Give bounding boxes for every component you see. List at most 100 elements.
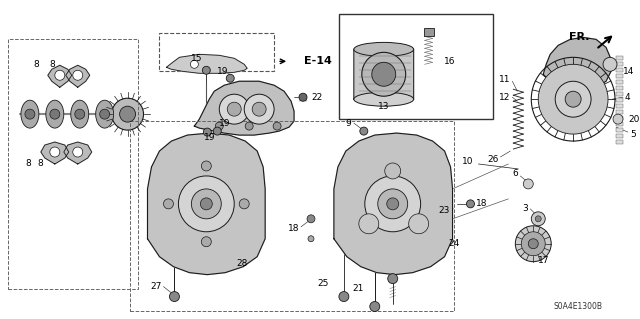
Circle shape bbox=[120, 106, 136, 122]
Circle shape bbox=[339, 292, 349, 301]
Text: 10: 10 bbox=[462, 158, 474, 167]
Circle shape bbox=[244, 94, 274, 124]
Polygon shape bbox=[195, 81, 294, 135]
Text: 28: 28 bbox=[237, 259, 248, 268]
Circle shape bbox=[531, 212, 545, 226]
Circle shape bbox=[75, 109, 84, 119]
Circle shape bbox=[202, 161, 211, 171]
Text: 8: 8 bbox=[25, 160, 31, 168]
Circle shape bbox=[603, 57, 617, 71]
Text: 23: 23 bbox=[438, 206, 450, 215]
Circle shape bbox=[467, 200, 474, 208]
Circle shape bbox=[191, 189, 221, 219]
Circle shape bbox=[245, 122, 253, 130]
Text: 4: 4 bbox=[625, 93, 630, 102]
Text: 25: 25 bbox=[317, 279, 329, 288]
Circle shape bbox=[252, 102, 266, 116]
Text: 3: 3 bbox=[522, 204, 528, 213]
Polygon shape bbox=[66, 65, 90, 87]
Circle shape bbox=[179, 176, 234, 232]
Circle shape bbox=[100, 109, 109, 119]
Bar bbox=[129, 121, 454, 310]
Circle shape bbox=[190, 60, 198, 68]
Circle shape bbox=[73, 147, 83, 157]
Text: 19: 19 bbox=[218, 67, 228, 76]
Circle shape bbox=[388, 274, 397, 284]
Text: 21: 21 bbox=[353, 284, 364, 293]
Ellipse shape bbox=[96, 100, 114, 128]
Text: 12: 12 bbox=[499, 93, 510, 102]
Polygon shape bbox=[48, 65, 72, 87]
Circle shape bbox=[370, 301, 380, 312]
Ellipse shape bbox=[354, 92, 413, 106]
Bar bbox=[616, 80, 623, 84]
Bar bbox=[616, 62, 623, 66]
Ellipse shape bbox=[354, 42, 413, 56]
Circle shape bbox=[538, 64, 608, 134]
Circle shape bbox=[239, 199, 249, 209]
Circle shape bbox=[220, 94, 249, 124]
Circle shape bbox=[227, 102, 241, 116]
Bar bbox=[339, 14, 493, 119]
Text: 24: 24 bbox=[449, 239, 460, 248]
Circle shape bbox=[360, 127, 368, 135]
Text: 8: 8 bbox=[33, 60, 39, 69]
Bar bbox=[616, 92, 623, 96]
Circle shape bbox=[522, 232, 545, 256]
Polygon shape bbox=[354, 44, 413, 104]
Circle shape bbox=[409, 214, 429, 234]
Circle shape bbox=[200, 198, 212, 210]
Text: 6: 6 bbox=[513, 169, 518, 178]
Bar bbox=[616, 116, 623, 120]
Bar bbox=[616, 128, 623, 132]
Circle shape bbox=[308, 236, 314, 242]
Bar bbox=[159, 33, 274, 71]
Circle shape bbox=[213, 127, 221, 135]
Circle shape bbox=[387, 198, 399, 210]
Circle shape bbox=[227, 74, 234, 82]
Circle shape bbox=[372, 62, 396, 86]
Text: 16: 16 bbox=[444, 57, 455, 66]
Bar bbox=[616, 56, 623, 60]
Text: 20: 20 bbox=[628, 115, 639, 124]
Circle shape bbox=[535, 216, 541, 222]
Ellipse shape bbox=[71, 100, 89, 128]
Circle shape bbox=[365, 176, 420, 232]
Circle shape bbox=[55, 70, 65, 80]
Text: 22: 22 bbox=[311, 93, 322, 102]
Circle shape bbox=[50, 147, 60, 157]
Circle shape bbox=[362, 52, 406, 96]
Circle shape bbox=[204, 128, 211, 136]
Text: 9: 9 bbox=[345, 119, 351, 128]
Text: 8: 8 bbox=[37, 160, 43, 168]
Polygon shape bbox=[334, 133, 452, 275]
Circle shape bbox=[163, 199, 173, 209]
Bar bbox=[616, 122, 623, 126]
Text: 11: 11 bbox=[499, 75, 510, 84]
Text: 18: 18 bbox=[287, 224, 299, 233]
Text: 17: 17 bbox=[538, 256, 550, 265]
Text: FR.: FR. bbox=[568, 33, 589, 42]
Ellipse shape bbox=[21, 100, 39, 128]
Text: 15: 15 bbox=[191, 54, 203, 63]
Circle shape bbox=[73, 70, 83, 80]
Circle shape bbox=[515, 226, 551, 262]
Bar bbox=[616, 68, 623, 72]
Circle shape bbox=[25, 109, 35, 119]
Circle shape bbox=[299, 93, 307, 101]
Polygon shape bbox=[41, 142, 68, 164]
Text: 19: 19 bbox=[204, 133, 216, 142]
Bar bbox=[616, 110, 623, 114]
Circle shape bbox=[202, 237, 211, 247]
Circle shape bbox=[385, 163, 401, 179]
Circle shape bbox=[170, 292, 179, 301]
Text: 14: 14 bbox=[623, 67, 634, 76]
Bar bbox=[616, 86, 623, 90]
Circle shape bbox=[524, 179, 533, 189]
Circle shape bbox=[111, 98, 143, 130]
Text: 13: 13 bbox=[378, 102, 390, 111]
Circle shape bbox=[528, 239, 538, 249]
Bar bbox=[616, 74, 623, 78]
Text: 27: 27 bbox=[150, 282, 161, 291]
Circle shape bbox=[307, 215, 315, 223]
